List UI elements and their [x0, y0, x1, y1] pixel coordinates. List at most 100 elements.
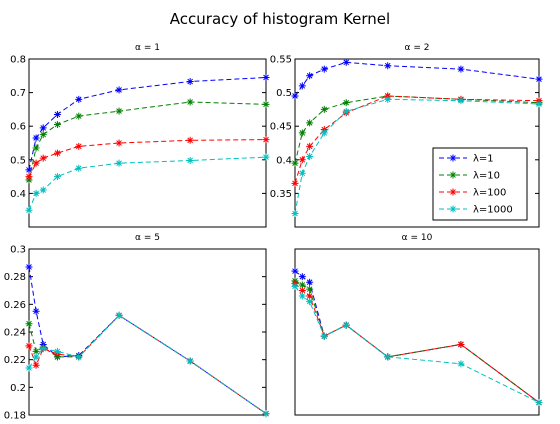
data-point [320, 129, 328, 137]
series-line [28, 156, 267, 211]
data-point [32, 361, 40, 369]
data-point [115, 107, 123, 115]
series-line [294, 270, 540, 403]
subplot-title: α = 1 [135, 43, 160, 53]
subplot-2: α = 2 0.35 0.4 0.45 0.5 0.55 λ=1 λ=10 λ=100 λ=100… [270, 43, 543, 228]
data-point [262, 100, 270, 108]
data-point [25, 364, 33, 372]
data-point [342, 58, 350, 66]
data-point [186, 357, 194, 365]
series-line [28, 77, 267, 171]
series-2 [25, 311, 270, 418]
data-point [115, 139, 123, 147]
data-point [298, 292, 306, 300]
data-point [291, 267, 299, 275]
subplot-1: α = 1 0.4 0.5 0.6 0.7 0.8 [10, 43, 270, 228]
data-point [39, 124, 47, 132]
y-tick-label: 0.28 [4, 272, 26, 283]
data-point [32, 144, 40, 152]
y-tick-label: 0.2 [10, 383, 26, 394]
data-point [25, 320, 33, 328]
data-point [384, 95, 392, 103]
data-point [320, 65, 328, 73]
data-point [186, 78, 194, 86]
legend-swatch-marker [449, 171, 457, 179]
data-point [115, 86, 123, 94]
legend-box [432, 147, 528, 221]
data-point [384, 62, 392, 70]
data-point [39, 186, 47, 194]
data-point [75, 164, 83, 172]
data-point [262, 73, 270, 81]
data-point [53, 121, 61, 129]
data-point [32, 347, 40, 355]
data-point [291, 179, 299, 187]
y-tick-label: 0.22 [4, 355, 26, 366]
subplot-title: α = 2 [405, 43, 430, 53]
data-point [298, 129, 306, 137]
data-point [25, 206, 33, 214]
data-point [186, 136, 194, 144]
data-point [298, 169, 306, 177]
figure-title: Accuracy of histogram Kernel [170, 10, 390, 28]
series-line [28, 314, 267, 415]
data-point [298, 273, 306, 281]
data-point [39, 154, 47, 162]
data-point [298, 156, 306, 164]
legend: λ=1 λ=10 λ=100 λ=1000 [432, 147, 528, 221]
series-line [294, 280, 540, 403]
y-tick-label: 0.4 [276, 155, 292, 166]
data-point [298, 281, 306, 289]
series-line [28, 101, 267, 181]
axes-frame [294, 248, 540, 416]
data-point [384, 353, 392, 361]
data-point [75, 353, 83, 361]
data-point [75, 95, 83, 103]
legend-swatch-marker [449, 154, 457, 162]
y-tick-label: 0.55 [270, 55, 292, 66]
series-2 [25, 98, 270, 184]
legend-swatch-marker [449, 205, 457, 213]
y-tick-label: 0.5 [10, 155, 26, 166]
data-point [320, 332, 328, 340]
data-point [535, 75, 543, 83]
y-tick-label: 0.45 [270, 122, 292, 133]
y-tick-label: 0.7 [10, 88, 26, 99]
data-point [32, 189, 40, 197]
data-point [306, 72, 314, 80]
series-line [28, 314, 267, 415]
series-2 [291, 277, 543, 407]
data-point [457, 65, 465, 73]
data-point [306, 152, 314, 160]
data-point [25, 342, 33, 350]
data-point [32, 307, 40, 315]
series-4 [291, 95, 543, 218]
y-tick-label: 0.26 [4, 300, 26, 311]
data-point [320, 105, 328, 113]
y-tick-label: 0.6 [10, 122, 26, 133]
data-point [262, 410, 270, 418]
series-1 [291, 58, 543, 100]
series-4 [291, 282, 543, 407]
data-point [186, 156, 194, 164]
data-point [342, 99, 350, 107]
y-tick-label: 0.5 [276, 88, 292, 99]
data-point [53, 173, 61, 181]
data-point [291, 92, 299, 100]
data-point [25, 173, 33, 181]
data-point [32, 159, 40, 167]
data-point [291, 159, 299, 167]
series-3 [25, 311, 270, 418]
y-tick-label: 0.8 [10, 55, 26, 66]
data-point [342, 321, 350, 329]
data-point [306, 119, 314, 127]
axes-frame [28, 248, 267, 416]
data-point [291, 282, 299, 290]
axes-frame [294, 58, 540, 228]
y-tick-label: 0.3 [10, 245, 26, 256]
data-point [298, 82, 306, 90]
series-line [294, 283, 540, 403]
subplot-3: α = 5 0.18 0.2 0.22 0.24 0.26 0.28 0.3 [4, 233, 270, 422]
data-point [298, 287, 306, 294]
